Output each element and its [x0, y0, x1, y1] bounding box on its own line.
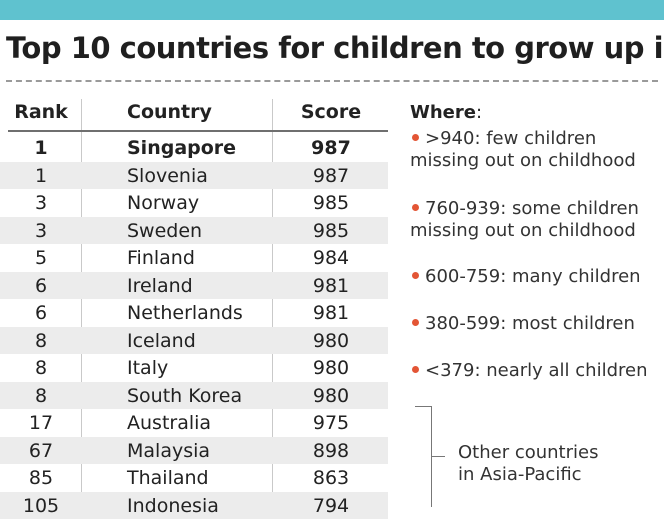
cell-rank: 105	[0, 495, 82, 517]
cell-score: 863	[274, 467, 388, 489]
legend-label: 380-599: most children	[425, 313, 635, 334]
cell-country: Singapore	[127, 137, 236, 159]
table-row: 1 Slovenia 987	[0, 162, 388, 190]
cell-country: Iceland	[127, 330, 196, 352]
table-row: 1 Singapore 987	[0, 134, 388, 162]
cell-rank: 8	[0, 357, 82, 379]
cell-country: Sweden	[127, 220, 202, 242]
cell-country: Slovenia	[127, 165, 208, 187]
cell-country: Italy	[127, 357, 168, 379]
legend-item: <379: nearly all children	[410, 360, 648, 382]
cell-country: Norway	[127, 192, 199, 214]
table-row: 3 Norway 985	[0, 189, 388, 217]
cell-rank: 8	[0, 330, 82, 352]
legend-item: 380-599: most children	[410, 313, 635, 335]
legend-label-continued: missing out on childhood	[410, 220, 639, 242]
cell-country: Ireland	[127, 275, 193, 297]
asia-pacific-bracket-tick	[431, 456, 445, 457]
cell-country: Australia	[127, 412, 211, 434]
legend-bullet-icon	[412, 272, 419, 279]
legend-bullet-icon	[412, 204, 419, 211]
table-row: 105 Indonesia 794	[0, 492, 388, 519]
legend-title: Where:	[410, 102, 482, 123]
table-row: 67 Malaysia 898	[0, 437, 388, 465]
cell-score: 985	[274, 220, 388, 242]
cell-rank: 17	[0, 412, 82, 434]
legend-bullet-icon	[412, 366, 419, 373]
cell-score: 987	[274, 137, 388, 159]
asia-pacific-bracket	[415, 406, 432, 507]
asia-pacific-note: Other countries in Asia-Pacific	[458, 442, 598, 486]
table-row: 85 Thailand 863	[0, 464, 388, 492]
header-country: Country	[127, 101, 212, 123]
title-divider	[6, 80, 658, 82]
cell-rank: 85	[0, 467, 82, 489]
cell-score: 980	[274, 385, 388, 407]
legend-label: <379: nearly all children	[425, 360, 648, 381]
cell-country: Thailand	[127, 467, 209, 489]
cell-country: South Korea	[127, 385, 242, 407]
legend-item: 600-759: many children	[410, 266, 641, 288]
cell-score: 898	[274, 440, 388, 462]
legend-bullet-icon	[412, 319, 419, 326]
cell-score: 975	[274, 412, 388, 434]
cell-rank: 3	[0, 192, 82, 214]
table-row: 8 Italy 980	[0, 354, 388, 382]
legend-bullet-icon	[412, 134, 419, 141]
table-row: 6 Ireland 981	[0, 272, 388, 300]
table-row: 8 Iceland 980	[0, 327, 388, 355]
cell-rank: 6	[0, 302, 82, 324]
cell-score: 984	[274, 247, 388, 269]
table-row: 6 Netherlands 981	[0, 299, 388, 327]
legend-label: >940: few children	[425, 128, 596, 149]
table-row: 3 Sweden 985	[0, 217, 388, 245]
top-color-bar	[0, 0, 664, 20]
legend-label: 600-759: many children	[425, 266, 641, 287]
cell-rank: 6	[0, 275, 82, 297]
cell-country: Finland	[127, 247, 195, 269]
legend-label-continued: missing out on childhood	[410, 150, 636, 172]
cell-score: 981	[274, 275, 388, 297]
cell-rank: 3	[0, 220, 82, 242]
chart-title: Top 10 countries for children to grow up…	[6, 31, 664, 65]
cell-score: 987	[274, 165, 388, 187]
cell-rank: 1	[0, 165, 82, 187]
cell-rank: 8	[0, 385, 82, 407]
table-row: 8 South Korea 980	[0, 382, 388, 410]
legend-label: 760-939: some children	[425, 198, 639, 219]
cell-rank: 1	[0, 137, 82, 159]
cell-score: 980	[274, 330, 388, 352]
cell-country: Malaysia	[127, 440, 210, 462]
cell-rank: 67	[0, 440, 82, 462]
header-rank: Rank	[0, 101, 82, 123]
table-row: 17 Australia 975	[0, 409, 388, 437]
header-underline	[8, 130, 388, 132]
cell-country: Netherlands	[127, 302, 243, 324]
cell-score: 985	[274, 192, 388, 214]
cell-rank: 5	[0, 247, 82, 269]
cell-country: Indonesia	[127, 495, 219, 517]
cell-score: 794	[274, 495, 388, 517]
header-score: Score	[274, 101, 388, 123]
cell-score: 981	[274, 302, 388, 324]
cell-score: 980	[274, 357, 388, 379]
table-row: 5 Finland 984	[0, 244, 388, 272]
